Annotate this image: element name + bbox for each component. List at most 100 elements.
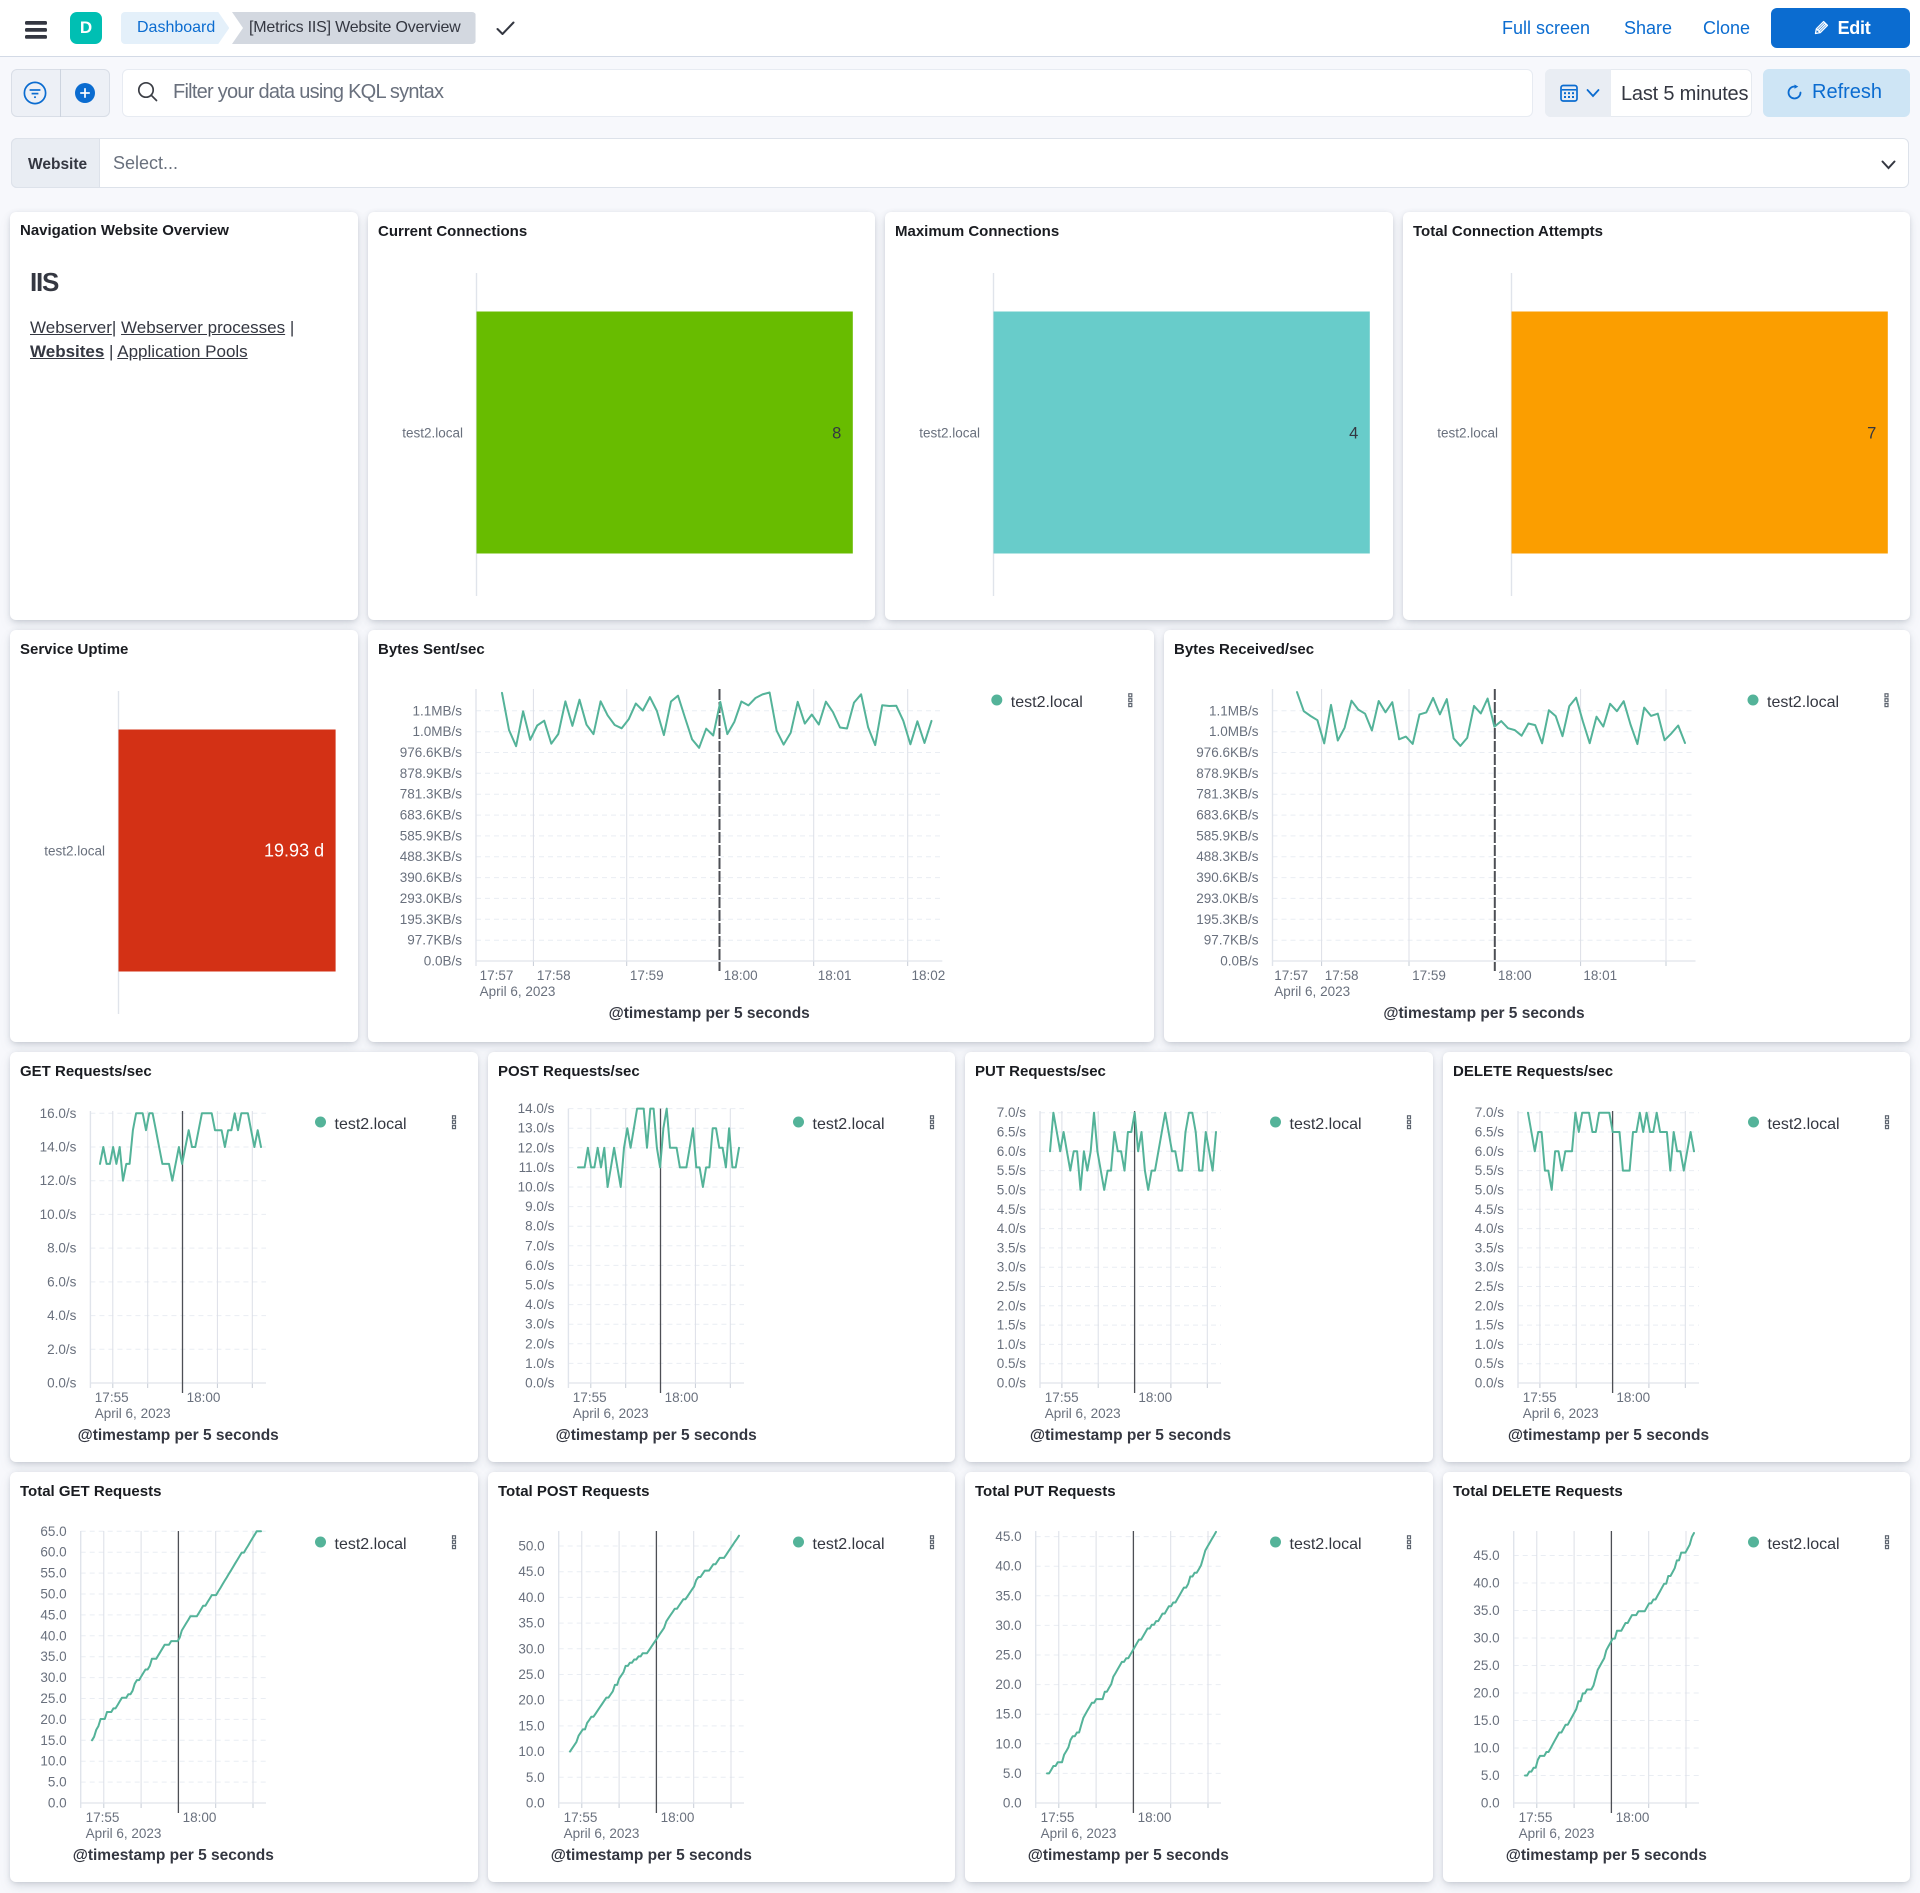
svg-text:50.0: 50.0	[518, 1539, 544, 1554]
svg-text:293.0KB/s: 293.0KB/s	[1196, 891, 1259, 906]
svg-text:@timestamp per 5 seconds: @timestamp per 5 seconds	[78, 1427, 279, 1444]
svg-text:293.0KB/s: 293.0KB/s	[400, 891, 463, 906]
svg-text:@timestamp per 5 seconds: @timestamp per 5 seconds	[1383, 1005, 1584, 1022]
svg-text:6.0/s: 6.0/s	[47, 1274, 77, 1289]
svg-text:0.0: 0.0	[525, 1796, 544, 1811]
svg-text:30.0: 30.0	[1473, 1631, 1499, 1646]
svg-text:488.3KB/s: 488.3KB/s	[1196, 849, 1259, 864]
svg-text:Current Connections: Current Connections	[378, 223, 527, 240]
svg-text:17:59: 17:59	[630, 968, 664, 983]
svg-text:40.0: 40.0	[518, 1590, 544, 1605]
svg-text:2.0/s: 2.0/s	[47, 1342, 77, 1357]
svg-text:0.5/s: 0.5/s	[997, 1356, 1027, 1371]
svg-text:4.5/s: 4.5/s	[1474, 1202, 1504, 1217]
svg-text:35.0: 35.0	[40, 1649, 66, 1664]
svg-text:1.1MB/s: 1.1MB/s	[413, 703, 463, 718]
svg-text:test2.local: test2.local	[920, 426, 981, 441]
svg-text:@timestamp per 5 seconds: @timestamp per 5 seconds	[1030, 1427, 1231, 1444]
svg-text:0.0B/s: 0.0B/s	[424, 954, 463, 969]
svg-text:17:58: 17:58	[1325, 968, 1359, 983]
svg-text:PUT Requests/sec: PUT Requests/sec	[975, 1063, 1106, 1080]
svg-text:488.3KB/s: 488.3KB/s	[400, 849, 463, 864]
svg-text:40.0: 40.0	[1473, 1576, 1499, 1591]
svg-text:15.0: 15.0	[40, 1733, 66, 1748]
svg-text:14.0/s: 14.0/s	[40, 1140, 77, 1155]
svg-text:7.0/s: 7.0/s	[997, 1105, 1027, 1120]
svg-text:10.0: 10.0	[1473, 1741, 1499, 1756]
svg-text:17:59: 17:59	[1412, 968, 1446, 983]
svg-text:9.0/s: 9.0/s	[525, 1199, 555, 1214]
svg-text:GET Requests/sec: GET Requests/sec	[20, 1063, 152, 1080]
svg-text:test2.local: test2.local	[812, 1536, 884, 1553]
svg-text:@timestamp per 5 seconds: @timestamp per 5 seconds	[1505, 1847, 1706, 1864]
svg-text:8: 8	[832, 425, 841, 443]
svg-text:6.0/s: 6.0/s	[525, 1258, 555, 1273]
svg-text:976.6KB/s: 976.6KB/s	[400, 745, 463, 760]
svg-text:5.0: 5.0	[1003, 1766, 1022, 1781]
svg-text:3.5/s: 3.5/s	[1474, 1240, 1504, 1255]
svg-text:April 6, 2023: April 6, 2023	[1518, 1826, 1594, 1841]
svg-text:0.5/s: 0.5/s	[1474, 1356, 1504, 1371]
svg-text:390.6KB/s: 390.6KB/s	[1196, 870, 1259, 885]
svg-text:97.7KB/s: 97.7KB/s	[407, 933, 462, 948]
svg-text:585.9KB/s: 585.9KB/s	[1196, 828, 1259, 843]
svg-text:2.0/s: 2.0/s	[525, 1336, 555, 1351]
svg-text:10.0: 10.0	[995, 1736, 1021, 1751]
svg-text:5.0: 5.0	[48, 1775, 67, 1790]
svg-text:0.0: 0.0	[1480, 1796, 1499, 1811]
svg-text:11.0/s: 11.0/s	[518, 1160, 554, 1175]
svg-text:4.0/s: 4.0/s	[997, 1221, 1027, 1236]
svg-text:Bytes Sent/sec: Bytes Sent/sec	[378, 641, 485, 658]
svg-text:35.0: 35.0	[1473, 1603, 1499, 1618]
svg-text:5.0/s: 5.0/s	[525, 1278, 555, 1293]
svg-text:5.0/s: 5.0/s	[1474, 1182, 1504, 1197]
svg-text:test2.local: test2.local	[44, 844, 105, 859]
svg-text:18:00: 18:00	[1138, 1390, 1172, 1405]
svg-text:test2.local: test2.local	[1290, 1536, 1362, 1553]
svg-text:12.0/s: 12.0/s	[40, 1173, 77, 1188]
svg-text:4: 4	[1350, 425, 1359, 443]
svg-text:April 6, 2023: April 6, 2023	[95, 1406, 171, 1421]
svg-text:0.0: 0.0	[48, 1796, 67, 1811]
svg-text:17:55: 17:55	[1518, 1810, 1552, 1825]
svg-text:1.0/s: 1.0/s	[997, 1337, 1027, 1352]
svg-text:0.0: 0.0	[1003, 1796, 1022, 1811]
svg-text:test2.local: test2.local	[1437, 426, 1498, 441]
svg-text:10.0/s: 10.0/s	[517, 1180, 554, 1195]
svg-text:Total DELETE Requests: Total DELETE Requests	[1453, 1483, 1623, 1500]
svg-text:17:55: 17:55	[95, 1390, 129, 1405]
svg-text:3.0/s: 3.0/s	[525, 1317, 555, 1332]
svg-text:65.0: 65.0	[40, 1524, 66, 1539]
svg-text:15.0: 15.0	[995, 1707, 1021, 1722]
svg-text:18:00: 18:00	[664, 1390, 698, 1405]
svg-text:6.0/s: 6.0/s	[1474, 1144, 1504, 1159]
svg-text:0.0/s: 0.0/s	[47, 1376, 77, 1391]
svg-text:16.0/s: 16.0/s	[40, 1106, 77, 1121]
svg-text:8.0/s: 8.0/s	[525, 1219, 555, 1234]
svg-text:5.0: 5.0	[525, 1770, 544, 1785]
svg-text:2.0/s: 2.0/s	[997, 1298, 1027, 1313]
svg-text:April 6, 2023: April 6, 2023	[572, 1406, 648, 1421]
svg-text:25.0: 25.0	[40, 1691, 66, 1706]
svg-text:976.6KB/s: 976.6KB/s	[1196, 745, 1259, 760]
svg-text:17:55: 17:55	[1522, 1390, 1556, 1405]
svg-text:April 6, 2023: April 6, 2023	[1274, 984, 1350, 999]
svg-text:878.9KB/s: 878.9KB/s	[1196, 766, 1259, 781]
svg-text:25.0: 25.0	[1473, 1658, 1499, 1673]
svg-text:97.7KB/s: 97.7KB/s	[1204, 933, 1259, 948]
svg-text:3.0/s: 3.0/s	[1474, 1260, 1504, 1275]
svg-text:DELETE Requests/sec: DELETE Requests/sec	[1453, 1063, 1613, 1080]
svg-text:7.0/s: 7.0/s	[1474, 1105, 1504, 1120]
svg-text:0.0/s: 0.0/s	[525, 1376, 555, 1391]
svg-text:30.0: 30.0	[40, 1670, 66, 1685]
svg-text:19.93 d: 19.93 d	[264, 841, 324, 861]
svg-text:35.0: 35.0	[518, 1616, 544, 1631]
svg-text:390.6KB/s: 390.6KB/s	[400, 870, 463, 885]
svg-text:585.9KB/s: 585.9KB/s	[400, 828, 463, 843]
svg-text:5.0: 5.0	[1480, 1768, 1499, 1783]
svg-text:60.0: 60.0	[40, 1545, 66, 1560]
svg-text:3.0/s: 3.0/s	[997, 1260, 1027, 1275]
svg-text:10.0/s: 10.0/s	[40, 1207, 77, 1222]
svg-text:18:00: 18:00	[187, 1390, 221, 1405]
svg-text:@timestamp per 5 seconds: @timestamp per 5 seconds	[73, 1847, 274, 1864]
